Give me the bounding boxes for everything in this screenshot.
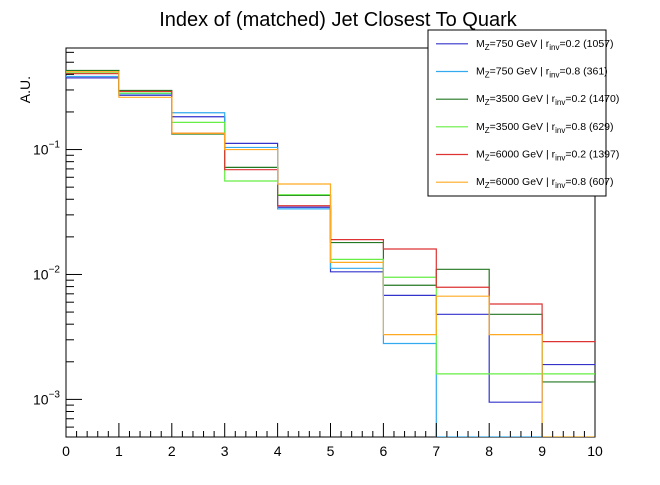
chart-title: Index of (matched) Jet Closest To Quark [159, 9, 518, 31]
y-tick-label: 10−3 [33, 389, 60, 407]
legend-box [427, 29, 607, 197]
x-tick-label: 7 [432, 443, 440, 459]
y-axis: 10−3 10−2 10−1 [33, 51, 82, 438]
x-tick-label: 5 [327, 443, 335, 459]
legend-entry: MZ=3500 GeV | rinv=0.2 (1470) [476, 93, 619, 107]
legend: MZ=750 GeV | rinv=0.2 (1057) MZ=750 GeV |… [427, 29, 619, 197]
x-tick-label: 4 [274, 443, 282, 459]
x-tick-label: 3 [221, 443, 229, 459]
x-axis: 0 1 2 3 4 5 6 7 8 9 10 [62, 423, 603, 459]
x-tick-label: 9 [538, 443, 546, 459]
x-tick-label: 8 [485, 443, 493, 459]
series-line-4 [66, 72, 595, 375]
legend-entry: MZ=6000 GeV | rinv=0.8 (607) [476, 176, 614, 190]
series-layer [66, 69, 595, 437]
legend-entry: MZ=750 GeV | rinv=0.8 (361) [476, 66, 608, 80]
series-line-6 [66, 71, 595, 437]
y-tick-label: 10−1 [33, 140, 60, 158]
legend-entry: MZ=6000 GeV | rinv=0.2 (1397) [476, 149, 619, 163]
legend-entry: MZ=3500 GeV | rinv=0.8 (629) [476, 121, 614, 135]
x-tick-label: 1 [115, 443, 123, 459]
x-tick-label: 0 [62, 443, 70, 459]
legend-entry: MZ=750 GeV | rinv=0.2 (1057) [476, 38, 614, 52]
x-tick-label: 10 [587, 443, 603, 459]
x-tick-label: 6 [380, 443, 388, 459]
y-axis-label: A.U. [17, 76, 33, 103]
y-tick-label: 10−2 [33, 264, 60, 282]
x-tick-label: 2 [168, 443, 176, 459]
